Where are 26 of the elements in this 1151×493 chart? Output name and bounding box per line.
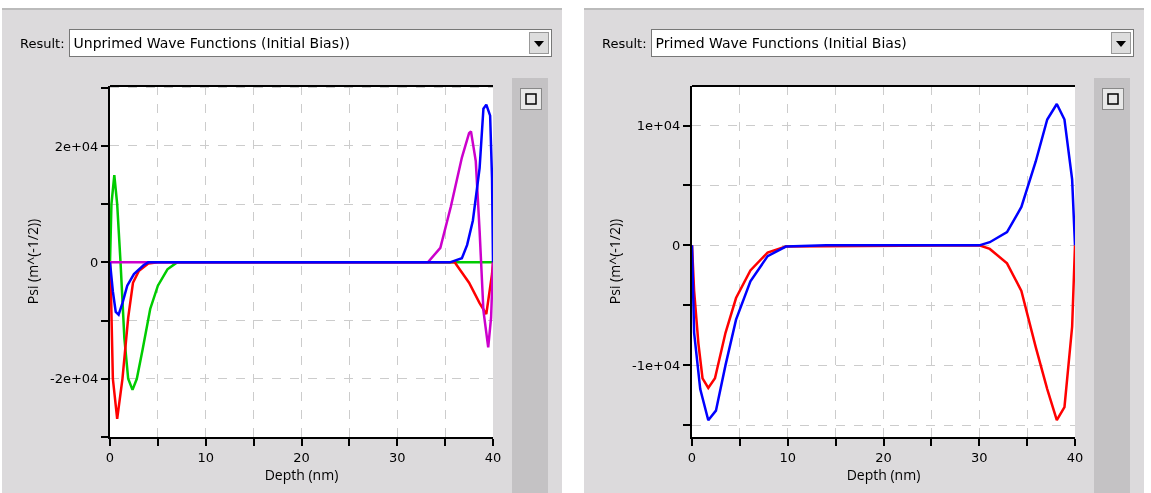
y-axis-title: Psi (m^(-1/2))	[23, 218, 43, 305]
text: Result:	[602, 35, 647, 51]
x-axis-title: Depth (nm)	[846, 464, 921, 484]
y-tick-label: 0	[90, 254, 99, 270]
y-tick-label: 2e+04	[54, 138, 99, 154]
y-tick-label: -2e+04	[49, 371, 99, 387]
x-axis-title: Depth (nm)	[264, 464, 339, 484]
chart-title: Primed Wave Functions (Initial Bias)	[655, 35, 907, 51]
line-series	[110, 103, 493, 317]
x-tick-label: 30	[388, 449, 406, 465]
line-series	[692, 102, 1075, 422]
x-tick-label: 20	[875, 449, 892, 465]
text: Result:	[20, 35, 65, 51]
y-tick-label: -1e+04	[631, 357, 681, 373]
x-tick-label: 40	[1066, 449, 1084, 465]
x-tick-label: 0	[687, 449, 697, 465]
y-tick-label: 1e+04	[636, 118, 681, 134]
y-tick-label: 0	[672, 237, 681, 253]
x-tick-label: 0	[105, 449, 115, 465]
x-tick-label: 40	[484, 449, 502, 465]
x-tick-label: 10	[197, 449, 215, 465]
x-tick-label: 20	[293, 449, 310, 465]
x-tick-label: 10	[779, 449, 797, 465]
chart-title: Unprimed Wave Functions (Initial Bias))	[73, 35, 350, 51]
x-tick-label: 30	[970, 449, 988, 465]
y-axis-title: Psi (m^(-1/2))	[605, 218, 625, 305]
